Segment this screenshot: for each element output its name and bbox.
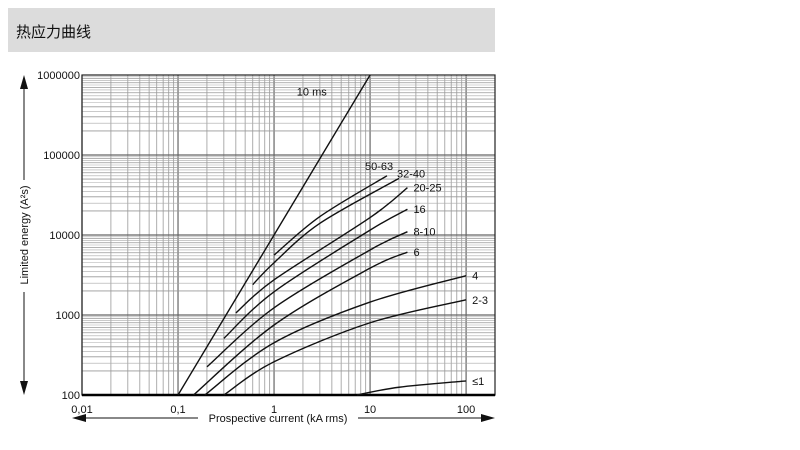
series-label: 6: [413, 247, 419, 259]
curve-8: [223, 299, 467, 396]
tick-labels: 0,01 0,1 1 10 100 100 1000 10000 100000 1000000: [37, 70, 475, 416]
curve-0: [177, 74, 371, 396]
y-tick-label: 100: [62, 390, 80, 402]
section-title: 热应力曲线: [16, 23, 92, 41]
x-tick-label: 100: [457, 404, 475, 416]
arrow-up-icon: [20, 75, 28, 89]
series-label: 50-63: [365, 161, 393, 173]
curve-1: [273, 175, 388, 256]
x-tick-label: 0,1: [170, 404, 185, 416]
curve-4: [223, 208, 408, 339]
axes: [20, 75, 495, 422]
series-label: 20-25: [413, 183, 441, 195]
y-tick-label: 10000: [49, 230, 80, 242]
x-tick-label: 0,01: [71, 404, 92, 416]
section-header: 热应力曲线: [8, 8, 495, 52]
curve-9: [356, 380, 467, 396]
curve-5: [206, 231, 408, 368]
y-axis-label: Limited energy (A²s): [19, 185, 31, 284]
series-label: 32-40: [397, 168, 425, 180]
series-label: 10 ms: [297, 87, 327, 99]
arrow-right-icon: [481, 414, 495, 422]
series-label: 8-10: [413, 227, 435, 239]
series-label: ≤1: [472, 376, 484, 388]
y-tick-label: 100000: [43, 150, 80, 162]
arrow-left-icon: [72, 414, 86, 422]
x-axis-label: Prospective current (kA rms): [209, 413, 348, 425]
arrow-down-icon: [20, 381, 28, 395]
series-label: 4: [472, 271, 478, 283]
curve-6: [193, 251, 408, 396]
series-label: 2-3: [472, 295, 488, 307]
series-label: 16: [413, 204, 425, 216]
y-tick-label: 1000: [56, 310, 80, 322]
curve-3: [235, 187, 408, 314]
curves: [177, 74, 467, 396]
x-tick-label: 10: [364, 404, 376, 416]
curve-2: [252, 177, 400, 286]
series-labels: 10 ms 50-63 32-40 20-25 16 8-10 6 4 2-3 ≤1: [297, 87, 488, 388]
y-tick-label: 1000000: [37, 70, 80, 82]
curve-7: [204, 275, 467, 396]
x-tick-label: 1: [271, 404, 277, 416]
